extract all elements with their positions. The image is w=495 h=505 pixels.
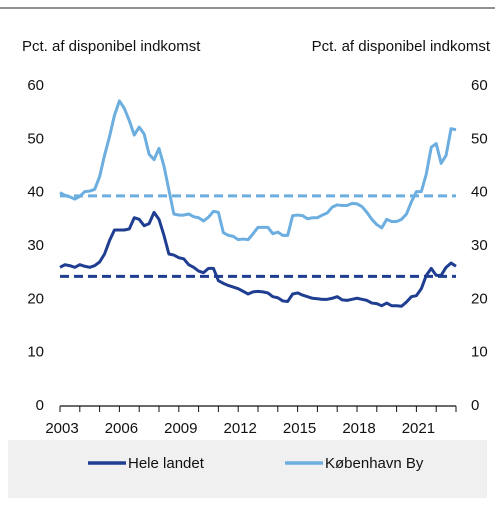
y-tick-label: 50 <box>27 130 44 147</box>
y-tick-label: 10 <box>27 344 44 361</box>
x-tick-label: 2003 <box>45 420 78 437</box>
y2-tick-label: 20 <box>471 290 488 307</box>
y-tick-label: 0 <box>36 397 44 414</box>
series-line <box>59 99 457 242</box>
y-tick-label: 20 <box>27 290 44 307</box>
series-line <box>59 210 457 308</box>
y-axis-label: Pct. af disponibel indkomst <box>22 38 201 55</box>
x-tick-label: 2006 <box>105 420 138 437</box>
y2-tick-label: 50 <box>471 130 488 147</box>
y2-tick-label: 30 <box>471 237 488 254</box>
x-tick-label: 2015 <box>283 420 316 437</box>
y2-tick-label: 60 <box>471 77 488 94</box>
x-tick-label: 2009 <box>164 420 197 437</box>
legend-panel <box>8 440 487 498</box>
y2-axis-label: Pct. af disponibel indkomst <box>312 38 491 55</box>
legend-label: København By <box>325 455 424 472</box>
y-tick-label: 60 <box>27 77 44 94</box>
y2-tick-label: 0 <box>471 397 479 414</box>
x-tick-label: 2021 <box>402 420 435 437</box>
y2-tick-label: 40 <box>471 184 488 201</box>
y-tick-label: 40 <box>27 184 44 201</box>
y2-tick-label: 10 <box>471 344 488 361</box>
legend-label: Hele landet <box>128 455 205 472</box>
x-tick-label: 2018 <box>342 420 375 437</box>
y-tick-label: 30 <box>27 237 44 254</box>
x-tick-label: 2012 <box>224 420 257 437</box>
